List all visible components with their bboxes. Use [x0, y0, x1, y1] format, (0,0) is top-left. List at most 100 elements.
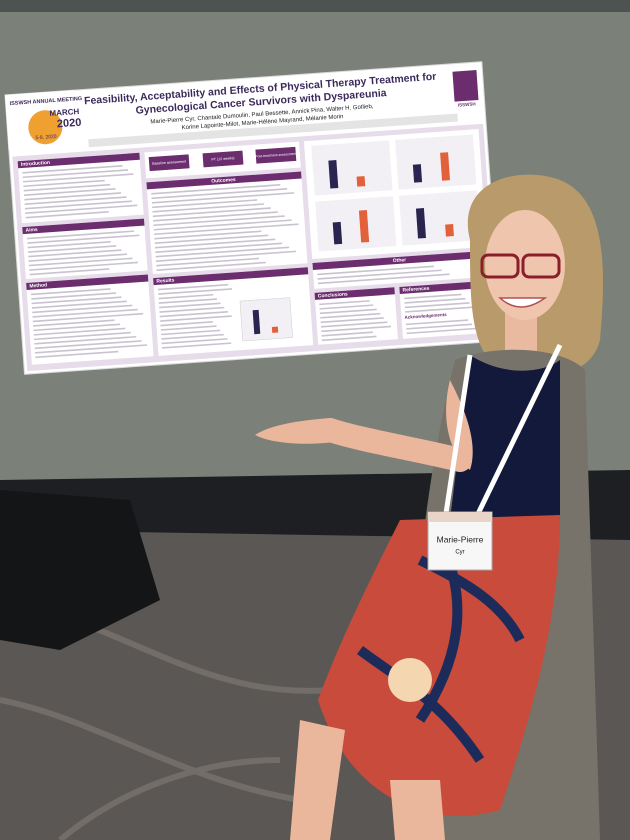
text-line: [152, 203, 265, 213]
text-line: [35, 344, 148, 354]
panel-header: [312, 250, 488, 270]
text-line: [157, 283, 229, 291]
text-lines: [22, 164, 477, 359]
mini-bar: [271, 326, 279, 333]
text-line: [321, 335, 377, 342]
text-line: [160, 321, 213, 327]
flow-label: Post-treatment assessment: [255, 152, 297, 159]
text-line: [404, 302, 470, 309]
text-line: [152, 199, 258, 209]
panel-header: [17, 152, 140, 169]
text-line: [28, 249, 122, 258]
text-line: [29, 268, 110, 276]
text-line: [153, 211, 278, 222]
text-line: [405, 319, 469, 326]
leg: [390, 780, 445, 840]
text-line: [404, 297, 466, 304]
text-line: [321, 331, 373, 337]
text-line: [153, 219, 292, 231]
text-line: [159, 306, 225, 313]
text-line: [405, 306, 474, 313]
stand: [0, 490, 160, 650]
text-line: [154, 234, 269, 245]
text-line: [27, 245, 117, 253]
text-line: [30, 288, 111, 296]
text-line: [161, 342, 232, 349]
text-line: [27, 234, 140, 244]
text-line: [152, 207, 271, 218]
glasses: [480, 253, 520, 279]
panel-header: [146, 171, 302, 190]
panel-header: [399, 280, 490, 294]
mini-chart: [311, 140, 393, 196]
wall-top: [0, 0, 630, 12]
text-line: [25, 211, 109, 219]
panel-header: [153, 267, 309, 286]
arm: [318, 418, 472, 472]
dress-skirt: [318, 515, 560, 816]
text-line: [161, 333, 224, 340]
text-line: [33, 323, 120, 332]
text-line: [31, 300, 127, 309]
section-heading: Acknowledgements: [404, 312, 447, 320]
text-line: [317, 269, 442, 280]
text-line: [34, 335, 137, 345]
panel-header: [26, 274, 149, 290]
text-line: [406, 327, 477, 335]
mini-bar: [332, 221, 343, 245]
badge-band: [428, 512, 492, 522]
panel-header: [22, 218, 145, 235]
section-heading: Outcomes: [211, 177, 236, 185]
text-line: [22, 169, 129, 179]
text-line: [156, 261, 266, 271]
text-line: [158, 293, 214, 300]
text-line: [33, 327, 126, 336]
text-line: [319, 300, 370, 306]
text-line: [317, 265, 434, 276]
text-line: [320, 317, 384, 324]
section-heading: Aims: [25, 227, 38, 234]
text-line: [161, 329, 221, 336]
text-line: [24, 192, 122, 201]
text-line: [154, 230, 262, 240]
text-line: [32, 304, 133, 314]
text-line: [158, 288, 233, 295]
text-line: [158, 298, 217, 304]
flow-box: [148, 154, 190, 172]
text-line: [159, 310, 228, 318]
section-heading: Introduction: [21, 160, 51, 168]
mini-chart: [315, 196, 397, 252]
mini-bar: [440, 152, 451, 181]
text-line: [151, 184, 281, 195]
section-heading: Conclusions: [318, 291, 349, 299]
text-line: [32, 312, 144, 323]
text-line: [161, 338, 228, 345]
logo: [452, 70, 479, 102]
text-line: [317, 273, 450, 285]
text-line: [160, 315, 232, 322]
mini-bar: [445, 224, 454, 237]
text-line: [31, 292, 117, 300]
text-line: [29, 261, 138, 271]
leg: [290, 720, 345, 840]
text-line: [155, 246, 290, 258]
text-line: [27, 240, 111, 249]
flow-label: Baseline assessment: [152, 159, 186, 165]
meeting-year: 2020: [57, 117, 82, 131]
text-line: [156, 257, 259, 267]
text-line: [28, 257, 133, 267]
affiliations: [88, 113, 458, 148]
text-line: [160, 325, 217, 331]
logo-text: ISSWSH: [458, 101, 476, 107]
text-line: [27, 230, 135, 240]
text-line: [34, 331, 131, 341]
text-line: [24, 196, 127, 205]
section-heading: Results: [156, 277, 175, 284]
text-line: [406, 323, 473, 330]
poster: ISSWSH ANNUAL MEETING MARCH 2020 5-8, 20…: [4, 61, 502, 375]
mini-bar: [356, 176, 366, 187]
text-line: [23, 183, 111, 192]
text-line: [319, 308, 377, 315]
text-line: [159, 302, 221, 309]
